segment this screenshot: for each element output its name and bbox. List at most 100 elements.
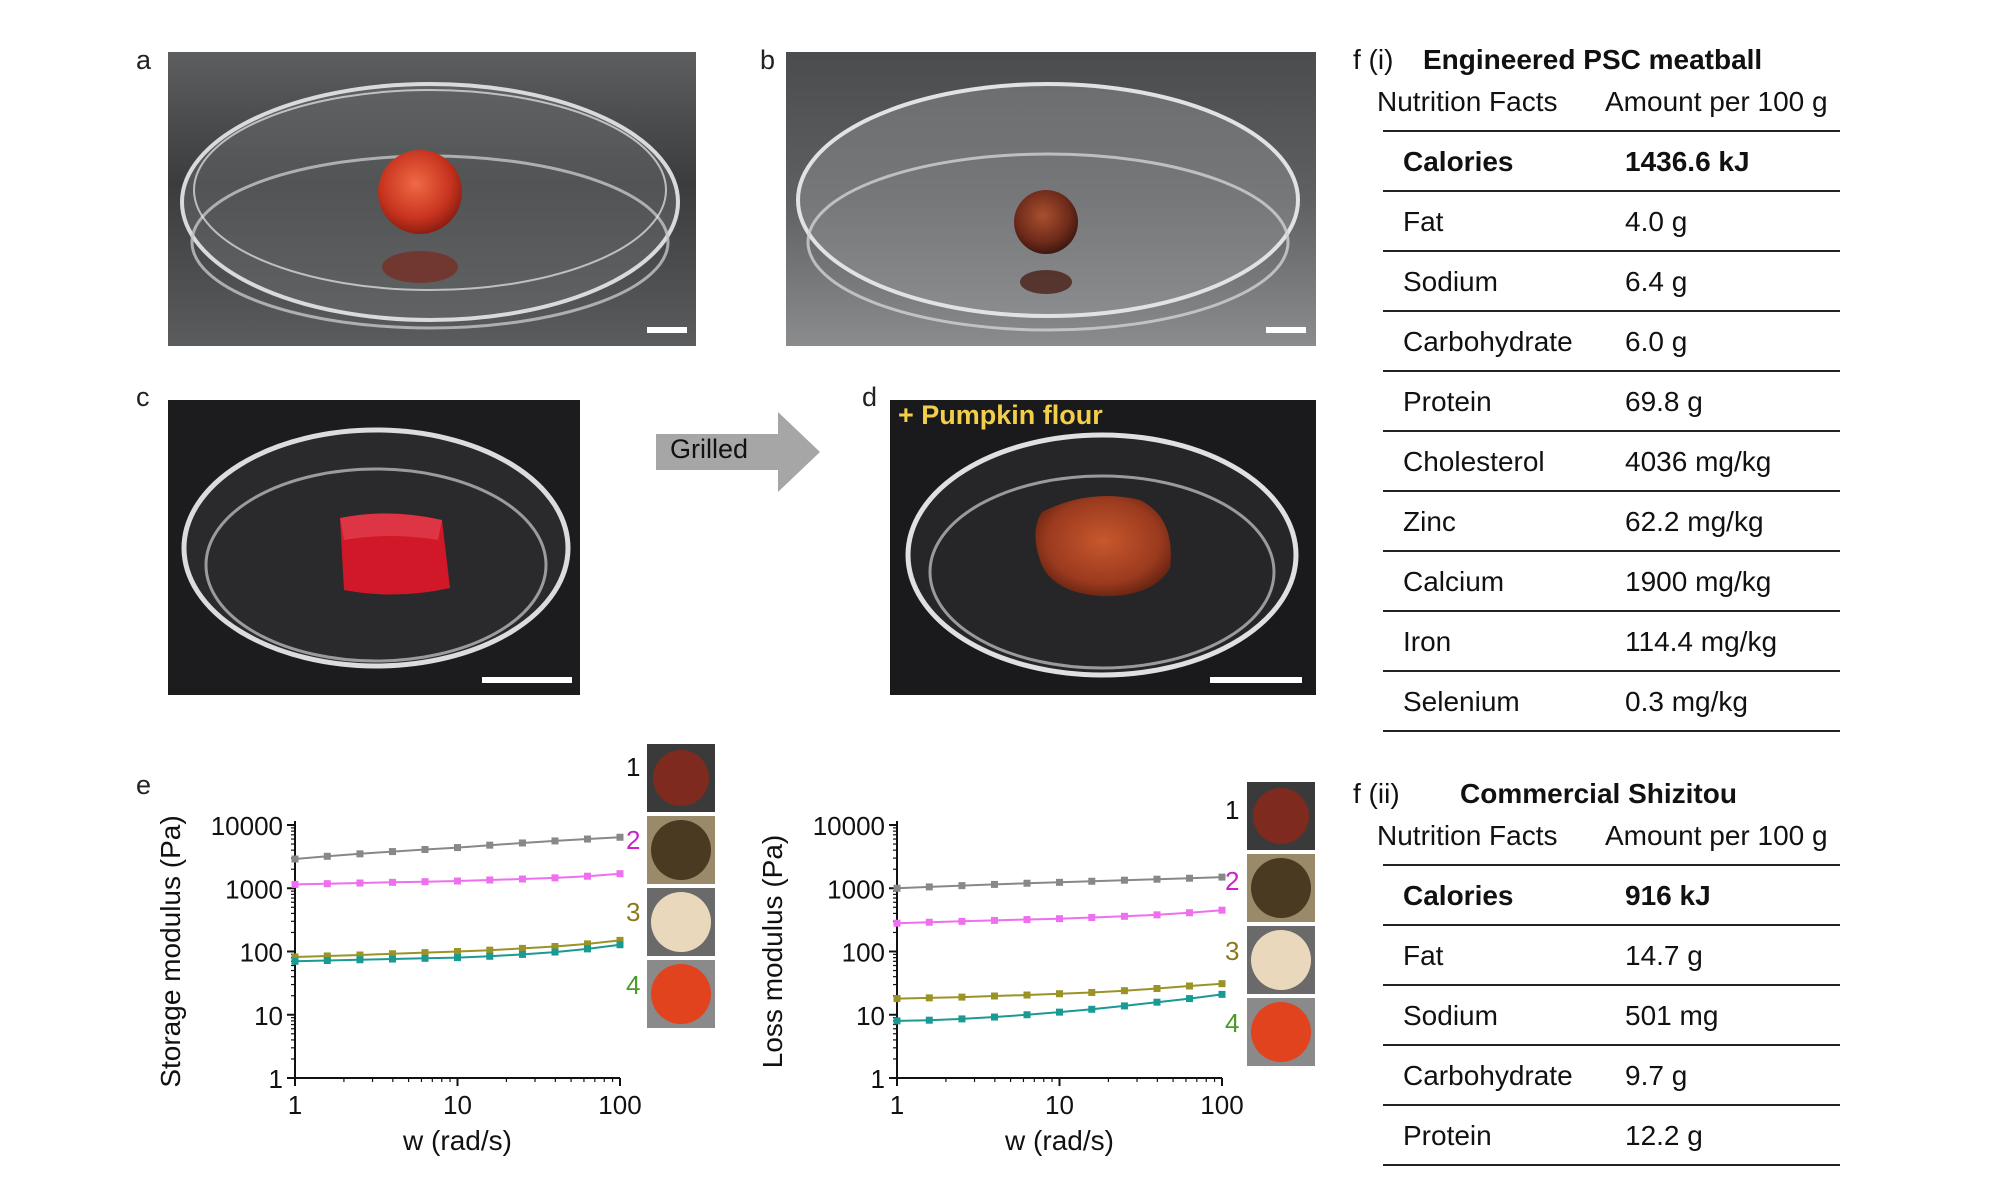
data-point-series-4 bbox=[584, 945, 592, 953]
y-tick-label: 1 bbox=[871, 1064, 885, 1094]
data-point-series-4 bbox=[518, 950, 526, 958]
nutrition-row: Carbohydrate 6.0 g bbox=[1383, 312, 1840, 372]
data-point-series-3 bbox=[584, 940, 592, 948]
data-point-series-3 bbox=[551, 942, 559, 950]
data-point-series-4 bbox=[291, 957, 299, 965]
grilled-label: Grilled bbox=[670, 434, 749, 464]
data-point-series-2 bbox=[454, 877, 461, 885]
table2-title: Commercial Shizitou bbox=[1460, 778, 1737, 809]
data-point-series-4 bbox=[1056, 1008, 1063, 1016]
nutrition-row: Carbohydrate 9.7 g bbox=[1383, 1046, 1840, 1106]
nutrient-name: Calories bbox=[1403, 146, 1514, 177]
data-point-series-4 bbox=[388, 955, 396, 963]
nutrition-row: Fat 14.7 g bbox=[1383, 926, 1840, 986]
data-point-series-2 bbox=[1120, 912, 1128, 920]
nutrient-name: Sodium bbox=[1403, 266, 1498, 297]
data-point-series-4 bbox=[1120, 1002, 1128, 1010]
nutrient-value: 1436.6 kJ bbox=[1625, 146, 1750, 177]
nutrient-value: 4.0 g bbox=[1625, 206, 1688, 237]
x-tick-label: 1 bbox=[288, 1090, 302, 1120]
table1-col1-header: Nutrition Facts bbox=[1377, 86, 1558, 117]
data-point-series-1 bbox=[1088, 877, 1096, 885]
nutrition-row: Protein 12.2 g bbox=[1383, 1106, 1840, 1166]
loss-modulus-chart: 1 10 100 1000 10000 1 10 100 w (rad/s) Loss modul… bbox=[757, 811, 1244, 1156]
y-tick-label: 1000 bbox=[225, 874, 283, 904]
data-point-series-1 bbox=[356, 850, 364, 858]
data-point-series-1 bbox=[551, 837, 559, 845]
loss-series-label-2: 2 bbox=[1225, 866, 1240, 896]
data-point-series-2 bbox=[1023, 916, 1031, 924]
x-tick-label: 100 bbox=[1200, 1090, 1243, 1120]
data-point-series-1 bbox=[421, 845, 429, 853]
y-axis-label: Loss modulus (Pa) bbox=[757, 835, 788, 1068]
nutrient-name: Cholesterol bbox=[1403, 446, 1545, 477]
data-point-series-3 bbox=[518, 944, 526, 952]
series-label-1: 1 bbox=[626, 752, 641, 782]
nutrient-value: 12.2 g bbox=[1625, 1120, 1703, 1151]
data-point-series-4 bbox=[1088, 1005, 1096, 1013]
data-point-series-2 bbox=[291, 880, 299, 888]
nutrient-name: Calcium bbox=[1403, 566, 1505, 597]
photo-raw-square-patty-dish bbox=[168, 400, 580, 695]
data-point-series-3 bbox=[1153, 985, 1161, 993]
nutrient-value: 62.2 mg/kg bbox=[1625, 506, 1764, 537]
data-point-series-3 bbox=[893, 995, 901, 1003]
data-point-series-4 bbox=[1218, 990, 1226, 998]
data-point-series-1 bbox=[1120, 876, 1128, 884]
y-tick-label: 10000 bbox=[813, 811, 885, 841]
data-point-series-3 bbox=[1056, 990, 1063, 998]
x-tick-label: 100 bbox=[598, 1090, 641, 1120]
series-label-2: 2 bbox=[626, 825, 641, 855]
data-point-series-1 bbox=[388, 848, 396, 856]
data-point-series-1 bbox=[1023, 879, 1031, 887]
photo-pumpkin-flour-patty-dish: + Pumpkin flour bbox=[890, 400, 1316, 695]
data-point-series-4 bbox=[1153, 998, 1161, 1006]
nutrition-row: Calcium 1900 mg/kg bbox=[1383, 552, 1840, 612]
pumpkin-flour-label: + Pumpkin flour bbox=[898, 400, 1103, 430]
table2-col2-header: Amount per 100 g bbox=[1605, 820, 1828, 851]
nutrient-value: 14.7 g bbox=[1625, 940, 1703, 971]
data-point-series-4 bbox=[1186, 995, 1194, 1003]
data-point-series-3 bbox=[1186, 982, 1194, 990]
y-tick-label: 1 bbox=[269, 1064, 283, 1094]
loss-series-label-4: 4 bbox=[1225, 1008, 1240, 1038]
loss-series-label-1: 1 bbox=[1225, 795, 1240, 825]
panel-label-b: b bbox=[760, 45, 776, 75]
data-point-series-3 bbox=[616, 936, 624, 944]
data-point-series-2 bbox=[421, 878, 429, 886]
nutrition-row: Sodium 501 mg bbox=[1383, 986, 1840, 1046]
data-point-series-4 bbox=[486, 952, 494, 960]
data-point-series-3 bbox=[1120, 987, 1128, 995]
nutrition-table-commercial-shizitou: Calories 916 kJ Fat 14.7 g Sodium 501 mg Carbo… bbox=[1383, 864, 1840, 1166]
nutrient-name: Sodium bbox=[1403, 1000, 1498, 1031]
nutrition-row: Zinc 62.2 mg/kg bbox=[1383, 492, 1840, 552]
data-point-series-2 bbox=[925, 918, 933, 926]
data-point-series-3 bbox=[291, 953, 299, 961]
data-point-series-2 bbox=[356, 879, 364, 887]
data-point-series-1 bbox=[323, 852, 331, 860]
nutrition-row: Calories 916 kJ bbox=[1383, 866, 1840, 926]
data-point-series-3 bbox=[1218, 980, 1226, 988]
table1-col2-header: Amount per 100 g bbox=[1605, 86, 1828, 117]
photo-cooked-meatball-dish bbox=[786, 52, 1316, 346]
photo-raw-meatball-dish bbox=[168, 52, 696, 346]
data-point-series-3 bbox=[421, 949, 429, 957]
nutrition-table-psc-meatball: Calories 1436.6 kJ Fat 4.0 g Sodium 6.4 g Carb… bbox=[1383, 130, 1840, 732]
y-tick-label: 100 bbox=[240, 938, 283, 968]
data-point-series-2 bbox=[958, 917, 966, 925]
data-point-series-2 bbox=[616, 870, 624, 878]
data-point-series-3 bbox=[486, 946, 494, 954]
table1-prefix: f (i) bbox=[1353, 44, 1394, 75]
data-point-series-2 bbox=[584, 872, 592, 880]
nutrient-name: Calories bbox=[1403, 880, 1514, 911]
data-point-series-4 bbox=[616, 941, 624, 949]
y-tick-label: 10000 bbox=[211, 811, 283, 841]
nutrient-name: Carbohydrate bbox=[1403, 326, 1573, 357]
nutrient-name: Fat bbox=[1403, 940, 1444, 971]
y-tick-label: 10 bbox=[254, 1001, 283, 1031]
nutrition-row: Protein 69.8 g bbox=[1383, 372, 1840, 432]
nutrient-name: Selenium bbox=[1403, 686, 1520, 717]
data-point-series-4 bbox=[421, 954, 429, 962]
x-axis-label: w (rad/s) bbox=[402, 1125, 512, 1156]
y-tick-label: 100 bbox=[842, 938, 885, 968]
